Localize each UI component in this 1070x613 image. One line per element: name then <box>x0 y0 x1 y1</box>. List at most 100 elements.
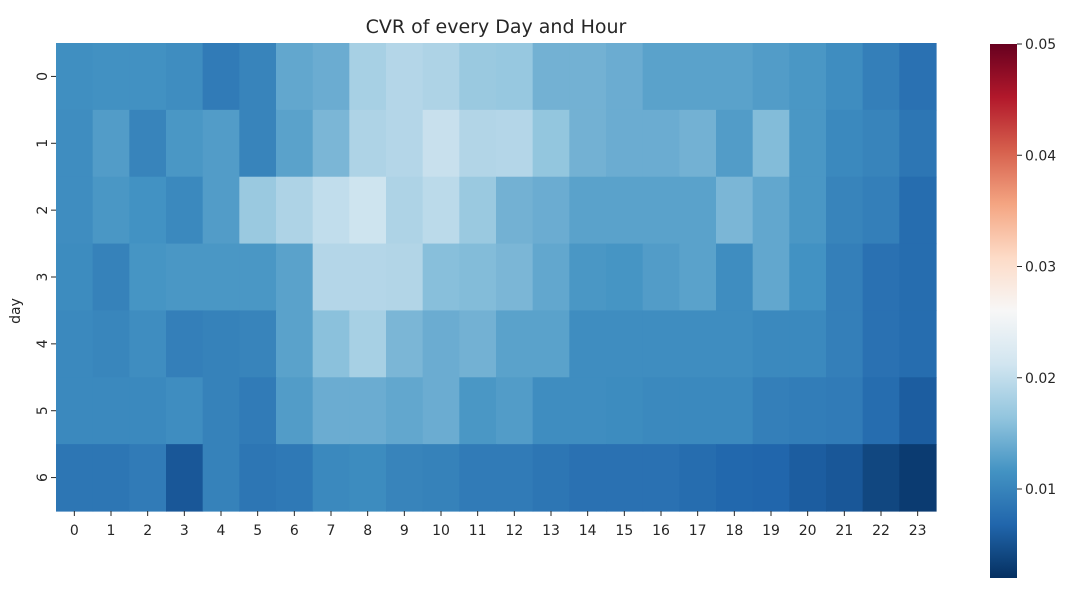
x-tick-label: 18 <box>725 523 743 539</box>
heatmap-cell <box>899 43 937 111</box>
heatmap-cell <box>239 109 277 178</box>
heatmap-cell <box>239 176 277 245</box>
heatmap-cell <box>312 310 350 378</box>
heatmap-cell <box>276 176 314 245</box>
heatmap-cell <box>496 377 534 445</box>
heatmap-cell <box>569 109 607 178</box>
heatmap-cell <box>752 109 790 178</box>
heatmap-cell <box>386 377 424 445</box>
heatmap-cell <box>129 377 167 445</box>
heatmap-cell <box>642 109 680 178</box>
heatmap-cell <box>752 377 790 445</box>
heatmap-cell <box>92 377 130 445</box>
heatmap-cell <box>642 176 680 245</box>
heatmap-cell <box>899 176 937 245</box>
colorbar-tick-label: 0.02 <box>1025 371 1056 387</box>
heatmap-cell <box>312 176 350 245</box>
heatmap-cell <box>129 109 167 178</box>
heatmap-cell <box>826 377 864 445</box>
y-axis-label: day <box>8 298 24 324</box>
heatmap-cell <box>166 310 204 378</box>
heatmap-cell <box>752 176 790 245</box>
heatmap-cell <box>789 43 827 111</box>
heatmap-cell <box>276 377 314 445</box>
x-tick-label: 4 <box>217 523 226 539</box>
heatmap-cell <box>56 310 94 378</box>
heatmap-cell <box>606 310 644 378</box>
heatmap-cell <box>386 43 424 111</box>
heatmap-cell <box>532 243 570 312</box>
heatmap-cell <box>92 444 130 512</box>
y-tick-label: 5 <box>35 406 51 415</box>
heatmap-cell <box>202 176 240 245</box>
heatmap-cell <box>312 243 350 312</box>
x-tick-label: 0 <box>70 523 79 539</box>
heatmap-cell <box>899 243 937 312</box>
heatmap-cell <box>789 243 827 312</box>
x-tick-label: 12 <box>505 523 523 539</box>
heatmap-cell <box>716 444 754 512</box>
heatmap-cell <box>679 377 717 445</box>
heatmap-cell <box>422 310 460 378</box>
heatmap-cell <box>826 176 864 245</box>
heatmap-cell <box>202 243 240 312</box>
heatmap-cell <box>459 377 497 445</box>
x-tick-label: 2 <box>143 523 152 539</box>
heatmap-cell <box>642 243 680 312</box>
heatmap-cell <box>92 243 130 312</box>
heatmap-cell <box>679 243 717 312</box>
heatmap-cell <box>752 310 790 378</box>
heatmap-cell <box>569 444 607 512</box>
heatmap-cell <box>276 444 314 512</box>
x-tick-label: 8 <box>363 523 372 539</box>
heatmap-cell <box>459 176 497 245</box>
x-tick-label: 3 <box>180 523 189 539</box>
heatmap-cell <box>642 377 680 445</box>
x-tick-label: 1 <box>107 523 116 539</box>
heatmap-cell <box>276 243 314 312</box>
chart-title: CVR of every Day and Hour <box>366 16 627 38</box>
x-tick-label: 19 <box>762 523 780 539</box>
heatmap-cell <box>92 310 130 378</box>
heatmap-cell <box>129 176 167 245</box>
heatmap-cell <box>349 377 387 445</box>
x-tick-label: 10 <box>432 523 450 539</box>
heatmap-cell <box>496 109 534 178</box>
heatmap-cell <box>789 444 827 512</box>
heatmap-cell <box>92 43 130 111</box>
x-tick-label: 16 <box>652 523 670 539</box>
heatmap-cell <box>239 43 277 111</box>
heatmap-cell <box>899 377 937 445</box>
heatmap-cell <box>239 310 277 378</box>
heatmap-cell <box>92 109 130 178</box>
heatmap-cell <box>166 176 204 245</box>
heatmap-cell <box>606 109 644 178</box>
heatmap-cell <box>422 377 460 445</box>
x-tick-label: 5 <box>253 523 262 539</box>
heatmap-cell <box>56 176 94 245</box>
colorbar-tick-label: 0.05 <box>1025 37 1056 53</box>
heatmap-cell <box>716 310 754 378</box>
heatmap-cell <box>202 310 240 378</box>
y-tick-label: 4 <box>35 339 51 348</box>
heatmap-cell <box>386 109 424 178</box>
heatmap-cell <box>202 109 240 178</box>
heatmap-cell <box>716 109 754 178</box>
heatmap-cell <box>716 43 754 111</box>
heatmap-cell <box>56 377 94 445</box>
colorbar-tick-label: 0.01 <box>1025 482 1056 498</box>
heatmap-cell <box>606 176 644 245</box>
heatmap-cell <box>752 43 790 111</box>
heatmap-cell <box>386 176 424 245</box>
colorbar-tick-label: 0.04 <box>1025 148 1056 164</box>
heatmap-cell <box>899 444 937 512</box>
heatmap-cell <box>569 377 607 445</box>
colorbar <box>990 44 1017 578</box>
x-tick-label: 7 <box>327 523 336 539</box>
heatmap-cell <box>459 109 497 178</box>
heatmap-cell <box>276 109 314 178</box>
heatmap-cell <box>56 43 94 111</box>
heatmap-cell <box>422 444 460 512</box>
heatmap-cell <box>56 444 94 512</box>
heatmap-cell <box>166 43 204 111</box>
